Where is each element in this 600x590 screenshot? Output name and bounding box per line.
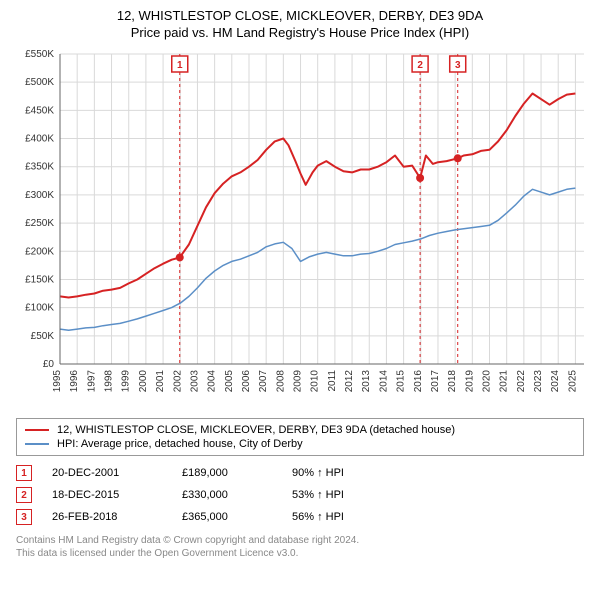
svg-text:2020: 2020 [482, 370, 493, 393]
svg-text:£100K: £100K [25, 303, 54, 314]
svg-text:2: 2 [417, 60, 423, 71]
sale-pct: 90% ↑ HPI [292, 467, 382, 479]
svg-text:1999: 1999 [121, 370, 132, 393]
svg-text:2009: 2009 [293, 370, 304, 393]
chart: 1 2 3 £0 £50K £100K £150K £200K £250K £300K £350K £… [8, 48, 592, 408]
svg-text:2005: 2005 [224, 370, 235, 393]
svg-text:2015: 2015 [396, 370, 407, 393]
svg-text:2006: 2006 [241, 370, 252, 393]
page-container: 12, WHISTLESTOP CLOSE, MICKLEOVER, DERBY… [0, 0, 600, 568]
sale-date: 18-DEC-2015 [52, 489, 162, 501]
svg-text:1995: 1995 [52, 370, 63, 393]
svg-text:2022: 2022 [516, 370, 527, 393]
chart-svg: 1 2 3 £0 £50K £100K £150K £200K £250K £300K £350K £… [8, 48, 592, 408]
svg-text:2012: 2012 [344, 370, 355, 393]
svg-text:1996: 1996 [69, 370, 80, 393]
sale-marker: 2 [16, 487, 32, 503]
svg-text:2011: 2011 [327, 370, 338, 392]
svg-text:2018: 2018 [447, 370, 458, 393]
svg-text:1998: 1998 [104, 370, 115, 393]
sale-marker: 3 [16, 509, 32, 525]
svg-text:£450K: £450K [25, 105, 54, 116]
sales-row: 1 20-DEC-2001 £189,000 90% ↑ HPI [16, 462, 584, 484]
legend-label: HPI: Average price, detached house, City… [57, 438, 303, 450]
sales-row: 2 18-DEC-2015 £330,000 53% ↑ HPI [16, 484, 584, 506]
svg-text:2003: 2003 [189, 370, 200, 393]
footer-line-2: This data is licensed under the Open Gov… [16, 547, 584, 560]
legend-swatch [25, 429, 49, 431]
sale-date: 26-FEB-2018 [52, 511, 162, 523]
sale-marker: 1 [16, 465, 32, 481]
page-subtitle: Price paid vs. HM Land Registry's House … [8, 25, 592, 40]
legend-swatch [25, 443, 49, 445]
legend-row: HPI: Average price, detached house, City… [25, 437, 575, 451]
sale-date: 20-DEC-2001 [52, 467, 162, 479]
footer: Contains HM Land Registry data © Crown c… [16, 534, 584, 560]
page-title: 12, WHISTLESTOP CLOSE, MICKLEOVER, DERBY… [8, 8, 592, 23]
svg-text:2025: 2025 [567, 370, 578, 393]
svg-text:£50K: £50K [31, 331, 55, 342]
svg-text:£250K: £250K [25, 218, 54, 229]
sale-price: £189,000 [182, 467, 272, 479]
svg-text:£350K: £350K [25, 162, 54, 173]
footer-line-1: Contains HM Land Registry data © Crown c… [16, 534, 584, 547]
sale-price: £330,000 [182, 489, 272, 501]
svg-text:£0: £0 [43, 359, 55, 370]
svg-text:£150K: £150K [25, 274, 54, 285]
svg-text:1997: 1997 [86, 370, 97, 393]
sales-table: 1 20-DEC-2001 £189,000 90% ↑ HPI 2 18-DEC-201… [16, 462, 584, 528]
svg-text:2008: 2008 [275, 370, 286, 393]
legend-label: 12, WHISTLESTOP CLOSE, MICKLEOVER, DERBY… [57, 424, 455, 436]
svg-text:3: 3 [455, 60, 461, 71]
legend: 12, WHISTLESTOP CLOSE, MICKLEOVER, DERBY… [16, 418, 584, 456]
svg-text:2023: 2023 [533, 370, 544, 393]
svg-text:2004: 2004 [207, 370, 218, 393]
svg-text:2024: 2024 [550, 370, 561, 393]
svg-text:2014: 2014 [378, 370, 389, 393]
svg-text:£200K: £200K [25, 246, 54, 257]
svg-text:2000: 2000 [138, 370, 149, 393]
svg-text:2002: 2002 [172, 370, 183, 393]
sale-pct: 56% ↑ HPI [292, 511, 382, 523]
svg-text:2001: 2001 [155, 370, 166, 393]
svg-text:£500K: £500K [25, 77, 54, 88]
svg-text:2007: 2007 [258, 370, 269, 393]
svg-text:2021: 2021 [499, 370, 510, 393]
svg-text:2019: 2019 [464, 370, 475, 393]
svg-text:£300K: £300K [25, 190, 54, 201]
svg-text:£400K: £400K [25, 134, 54, 145]
sale-pct: 53% ↑ HPI [292, 489, 382, 501]
sales-row: 3 26-FEB-2018 £365,000 56% ↑ HPI [16, 506, 584, 528]
svg-text:2010: 2010 [310, 370, 321, 393]
svg-text:2016: 2016 [413, 370, 424, 393]
legend-row: 12, WHISTLESTOP CLOSE, MICKLEOVER, DERBY… [25, 423, 575, 437]
svg-text:2013: 2013 [361, 370, 372, 393]
svg-text:1: 1 [177, 60, 183, 71]
svg-text:2017: 2017 [430, 370, 441, 393]
svg-text:£550K: £550K [25, 49, 54, 60]
sale-price: £365,000 [182, 511, 272, 523]
